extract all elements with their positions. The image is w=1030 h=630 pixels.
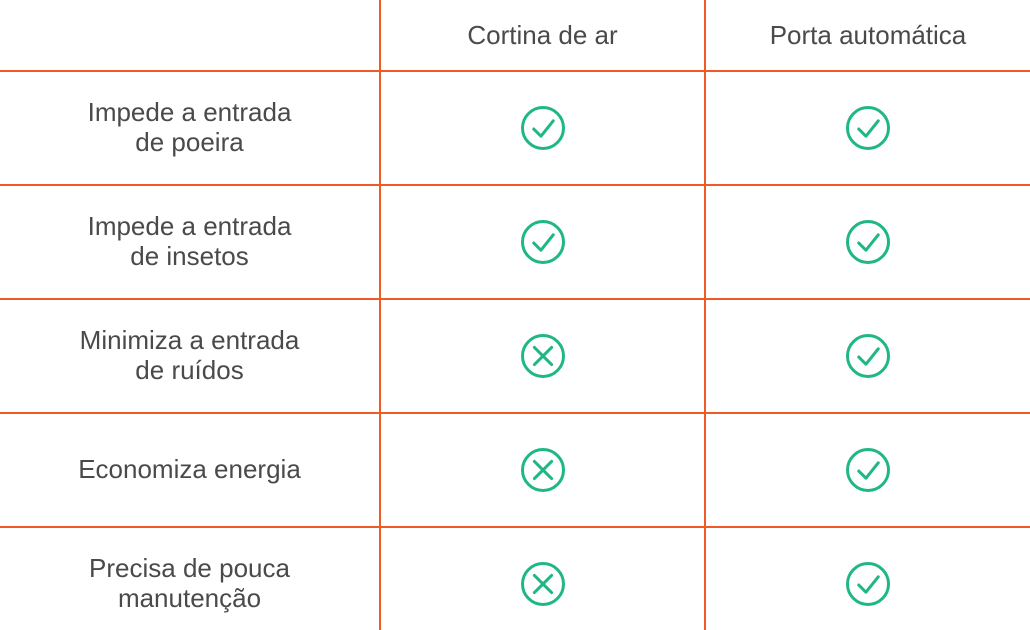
- comparison-table-container: Cortina de ar Porta automática Impede a …: [0, 0, 1030, 630]
- row-label-line: Minimiza a entrada: [80, 326, 300, 356]
- row-label-line: manutenção: [89, 584, 290, 614]
- row-label: Minimiza a entradade ruídos: [80, 326, 300, 386]
- check-icon-cell: [705, 71, 1030, 185]
- row-label: Economiza energia: [78, 455, 301, 485]
- cross-icon: [391, 562, 694, 606]
- table-row: Impede a entradade insetos: [0, 185, 1030, 299]
- row-label: Precisa de poucamanutenção: [89, 554, 290, 614]
- row-label-line: Impede a entrada: [88, 98, 292, 128]
- row-label-line: Impede a entrada: [88, 212, 292, 242]
- check-icon: [716, 334, 1020, 378]
- row-label-cell: Precisa de poucamanutenção: [0, 527, 380, 630]
- comparison-table: Cortina de ar Porta automática Impede a …: [0, 0, 1030, 630]
- row-label-cell: Economiza energia: [0, 413, 380, 527]
- check-icon: [716, 220, 1020, 264]
- cross-icon-cell: [380, 299, 705, 413]
- table-row: Economiza energia: [0, 413, 1030, 527]
- cross-icon-cell: [380, 527, 705, 630]
- cross-icon-cell: [380, 413, 705, 527]
- check-icon: [716, 448, 1020, 492]
- header-col-2: Porta automática: [705, 0, 1030, 71]
- cross-icon: [391, 448, 694, 492]
- row-label-line: de poeira: [88, 128, 292, 158]
- table-row: Minimiza a entradade ruídos: [0, 299, 1030, 413]
- row-label: Impede a entradade insetos: [88, 212, 292, 272]
- check-icon: [391, 106, 694, 150]
- row-label: Impede a entradade poeira: [88, 98, 292, 158]
- check-icon-cell: [705, 413, 1030, 527]
- row-label-line: de ruídos: [80, 356, 300, 386]
- check-icon: [716, 562, 1020, 606]
- check-icon-cell: [705, 185, 1030, 299]
- table-row: Impede a entradade poeira: [0, 71, 1030, 185]
- cross-icon: [391, 334, 694, 378]
- row-label-line: Precisa de pouca: [89, 554, 290, 584]
- row-label-line: Economiza energia: [78, 455, 301, 485]
- row-label-cell: Impede a entradade insetos: [0, 185, 380, 299]
- check-icon-cell: [380, 185, 705, 299]
- check-icon: [391, 220, 694, 264]
- row-label-cell: Minimiza a entradade ruídos: [0, 299, 380, 413]
- table-header-row: Cortina de ar Porta automática: [0, 0, 1030, 71]
- row-label-cell: Impede a entradade poeira: [0, 71, 380, 185]
- check-icon: [716, 106, 1020, 150]
- header-blank: [0, 0, 380, 71]
- row-label-line: de insetos: [88, 242, 292, 272]
- check-icon-cell: [380, 71, 705, 185]
- header-col-1: Cortina de ar: [380, 0, 705, 71]
- check-icon-cell: [705, 299, 1030, 413]
- table-row: Precisa de poucamanutenção: [0, 527, 1030, 630]
- check-icon-cell: [705, 527, 1030, 630]
